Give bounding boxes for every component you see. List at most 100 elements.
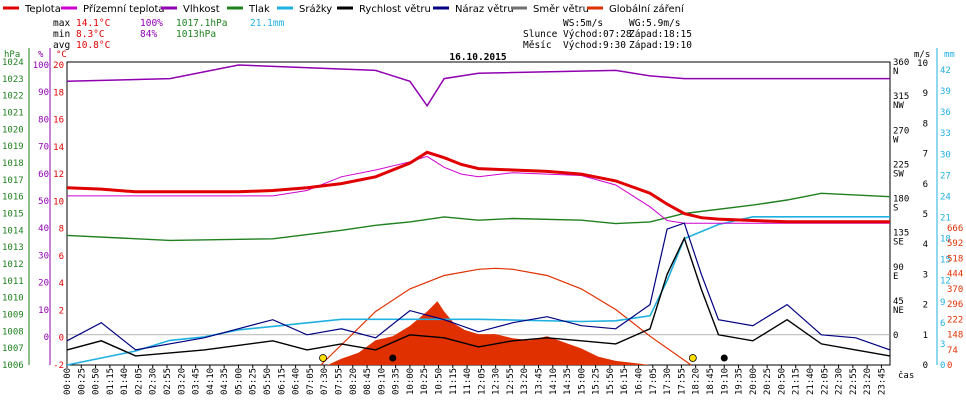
humidity-line	[66, 64, 890, 108]
tick-hpa-4: 1020	[2, 125, 24, 135]
xtick-label-53: 22:05	[820, 368, 830, 395]
xtick-label-1: 00:25	[77, 368, 87, 395]
tick-rain-11: 9	[940, 298, 945, 308]
stat-min-label: min	[53, 29, 70, 40]
xtick-label-56: 23:20	[863, 368, 873, 395]
tick-celsius-1: 18	[53, 88, 64, 98]
tick-dir-4: 180	[893, 195, 909, 205]
pressure-line	[66, 192, 891, 242]
tick-dir-2: 270	[893, 126, 909, 136]
tick-hpa-17: 1007	[2, 344, 24, 354]
stat-min-temp: 8.3°C	[76, 29, 105, 40]
radiation-area	[327, 301, 650, 365]
tick-percent-5: 50	[38, 197, 49, 207]
tick-dir-name-6: E	[893, 272, 898, 282]
xtick-label-37: 15:25	[592, 368, 602, 395]
xtick-label-47: 19:35	[735, 368, 745, 395]
stat-min-press: 1013hPa	[176, 29, 216, 40]
tick-wind-6: 4	[923, 240, 928, 250]
tick-dir-1: 315	[893, 92, 909, 102]
tick-rad-4: 370	[947, 285, 963, 295]
tick-hpa-8: 1016	[2, 193, 24, 203]
stat-sun-label: Slunce	[523, 29, 558, 40]
tick-hpa-7: 1017	[2, 176, 24, 186]
tick-rad-7: 148	[947, 331, 963, 341]
legend-label-5: Rychlost větru	[359, 3, 431, 15]
tick-rad-9: 0	[947, 361, 952, 371]
tick-rain-2: 36	[940, 108, 951, 118]
xtick-label-40: 16:40	[635, 368, 645, 395]
tick-hpa-5: 1019	[2, 142, 24, 152]
xtick-label-30: 12:30	[492, 368, 502, 395]
xtick-label-17: 07:05	[306, 368, 316, 395]
tick-rain-14: 0	[940, 361, 945, 371]
xtick-label-35: 14:35	[563, 368, 573, 395]
tick-hpa-6: 1018	[2, 159, 24, 169]
xtick-label-16: 06:40	[292, 368, 302, 395]
xtick-label-46: 19:10	[720, 368, 730, 395]
tick-dir-name-4: S	[893, 204, 898, 214]
xtick-label-55: 22:55	[849, 368, 859, 395]
tick-wind-1: 9	[923, 89, 928, 99]
tick-hpa-15: 1009	[2, 311, 24, 321]
tick-celsius-7: 6	[59, 252, 64, 262]
xtick-label-27: 11:15	[449, 368, 459, 395]
tick-hpa-14: 1010	[2, 294, 24, 304]
xtick-label-13: 05:25	[249, 368, 259, 395]
tick-rain-5: 27	[940, 171, 951, 181]
tick-rain-12: 6	[940, 319, 945, 329]
tick-rad-0: 666	[947, 224, 963, 234]
tick-hpa-13: 1011	[2, 277, 24, 287]
xtick-label-22: 09:10	[377, 368, 387, 395]
tick-dir-name-0: N	[893, 67, 898, 77]
xtick-label-41: 17:05	[649, 368, 659, 395]
tick-hpa-9: 1015	[2, 210, 24, 220]
tick-celsius-3: 14	[53, 143, 64, 153]
tick-hpa-2: 1022	[2, 92, 24, 102]
xtick-label-42: 17:30	[663, 368, 673, 395]
xtick-label-50: 20:50	[777, 368, 787, 395]
temperature-line	[66, 150, 890, 224]
tick-rain-0: 42	[940, 66, 951, 76]
xtick-label-14: 05:50	[263, 368, 273, 395]
tick-celsius-2: 16	[53, 116, 64, 126]
xtick-label-11: 04:35	[220, 368, 230, 395]
ground-temp-line	[67, 155, 890, 224]
sunset-marker	[688, 354, 697, 362]
tick-celsius-10: 0	[59, 334, 64, 344]
tick-percent-0: 100	[33, 61, 49, 71]
tick-hpa-10: 1014	[2, 226, 24, 236]
xtick-label-38: 15:50	[606, 368, 616, 395]
tick-wind-4: 6	[923, 180, 928, 190]
tick-wind-0: 10	[917, 59, 928, 69]
radiation-curve	[320, 267, 692, 366]
tick-rad-1: 592	[947, 239, 963, 249]
tick-rain-1: 39	[940, 87, 951, 97]
xtick-label-2: 00:50	[92, 368, 102, 395]
legend-label-2: Vlhkost	[183, 4, 220, 15]
tick-rain-10: 12	[940, 277, 951, 287]
tick-rain-13: 3	[940, 340, 945, 350]
plot-frame	[66, 61, 891, 366]
xtick-label-10: 04:10	[206, 368, 216, 395]
tick-percent-7: 30	[38, 251, 49, 261]
tick-dir-name-7: NE	[893, 306, 904, 316]
stat-moonset: Západ:19:10	[629, 40, 692, 51]
stat-max-label: max	[53, 18, 70, 29]
rain-line	[66, 216, 890, 366]
tick-percent-3: 70	[38, 143, 49, 153]
tick-percent-4: 60	[38, 170, 49, 180]
tick-dir-6: 90	[893, 263, 904, 273]
xtick-label-5: 02:05	[134, 368, 144, 395]
tick-dir-0: 360	[893, 58, 909, 68]
xtick-label-36: 15:00	[577, 368, 587, 395]
tick-rain-3: 33	[940, 129, 951, 139]
tick-wind-3: 7	[923, 150, 928, 160]
moonrise-marker	[389, 354, 397, 362]
tick-hpa-12: 1012	[2, 260, 24, 270]
xtick-label-51: 21:15	[792, 368, 802, 395]
tick-celsius-9: 2	[59, 306, 64, 316]
tick-dir-7: 45	[893, 297, 904, 307]
xtick-label-45: 18:45	[706, 368, 716, 395]
tick-rad-5: 296	[947, 300, 963, 310]
